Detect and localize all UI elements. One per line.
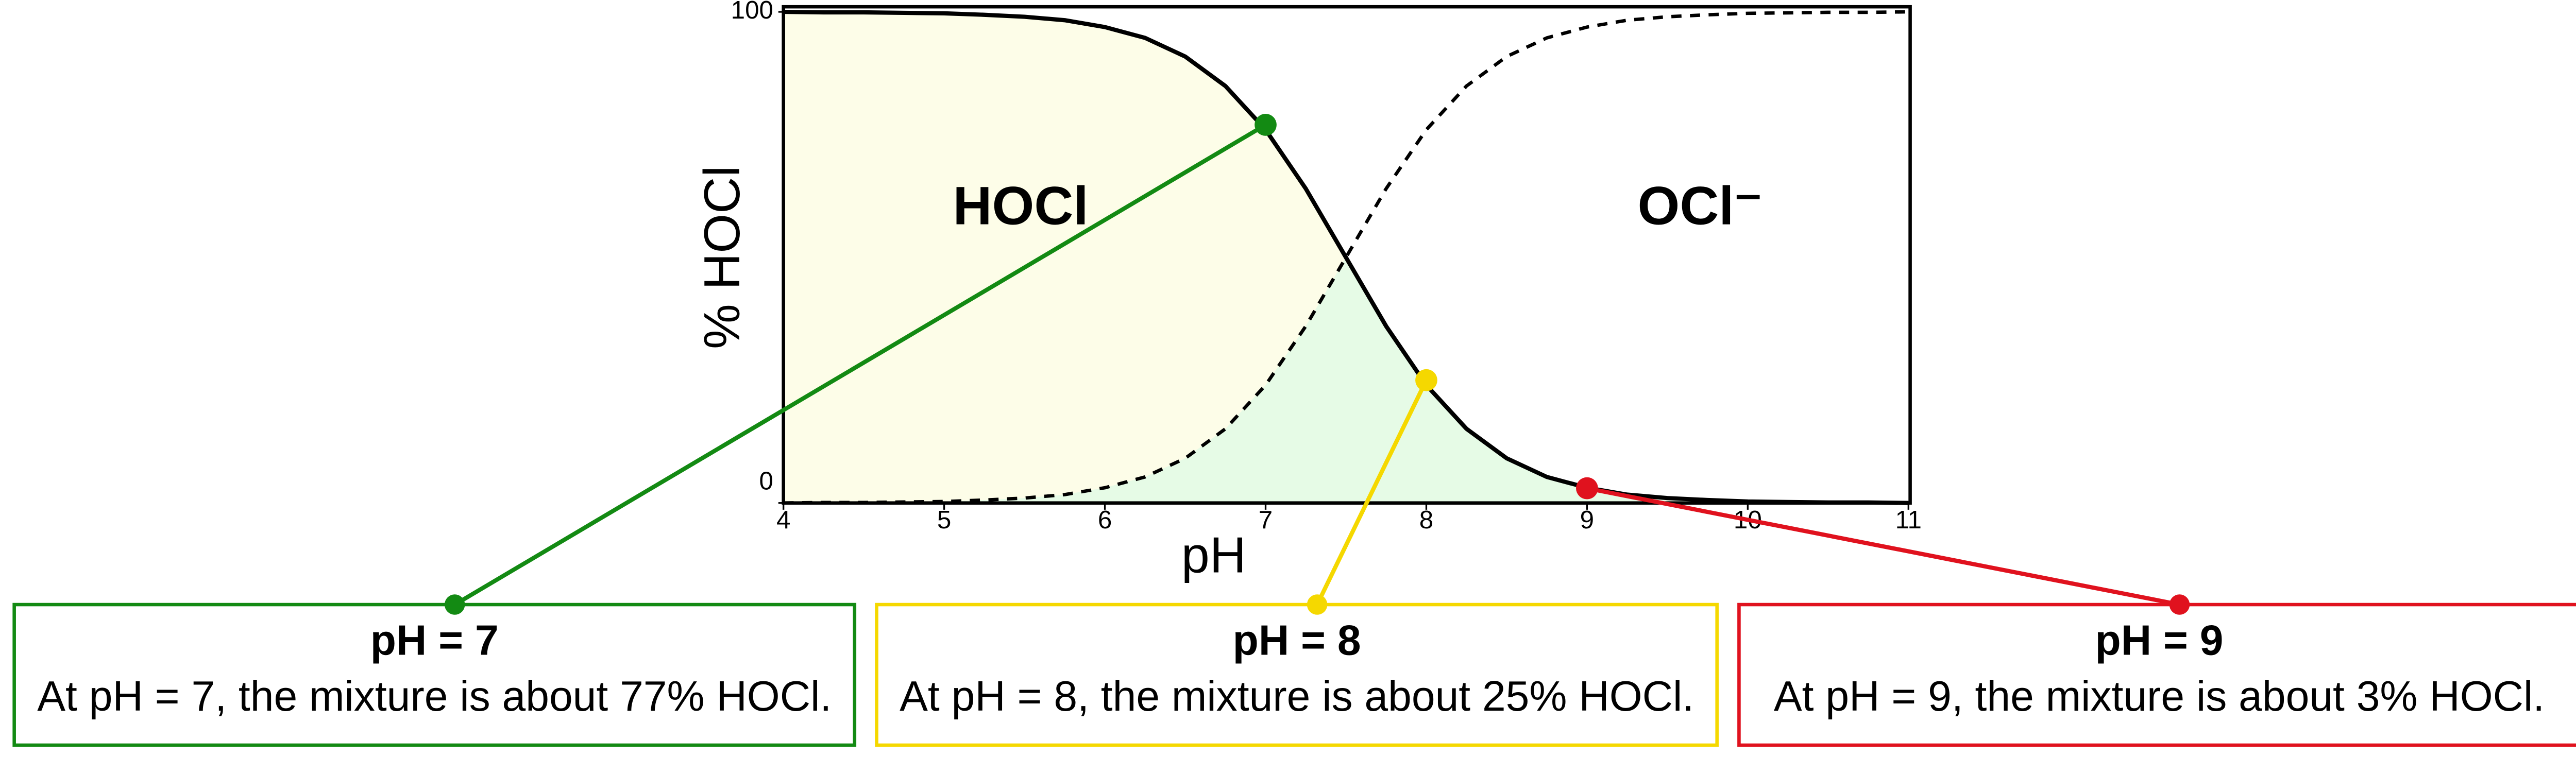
region-label: HOCl — [953, 176, 1089, 236]
x-tick-label: 4 — [776, 506, 790, 534]
x-tick-label: 11 — [1895, 506, 1922, 534]
x-tick-label: 9 — [1580, 506, 1594, 534]
annotation-text: At pH = 9, the mixture is about 3% HOCl. — [1774, 673, 2545, 720]
x-tick-label: 6 — [1098, 506, 1112, 534]
y-tick-label: 0 — [759, 467, 773, 495]
annotation-text: At pH = 8, the mixture is about 25% HOCl… — [900, 673, 1694, 720]
region-label: OCl⁻ — [1637, 176, 1762, 236]
box-dot — [444, 594, 465, 615]
data-point — [1415, 369, 1437, 391]
y-axis-label: % HOCl — [693, 166, 750, 349]
annotation-title: pH = 8 — [1233, 617, 1361, 664]
connector — [1586, 486, 2180, 607]
x-tick-label: 5 — [937, 506, 951, 534]
connector — [453, 123, 1267, 607]
y-tick-label: 100 — [731, 0, 773, 24]
annotation-box — [12, 603, 857, 747]
x-tick-label: 7 — [1259, 506, 1273, 534]
annotation-title: pH = 9 — [2095, 617, 2224, 664]
annotation-box — [1737, 603, 2576, 747]
plot-frame — [782, 5, 1912, 505]
annotation-box — [875, 603, 1719, 747]
data-point — [1576, 477, 1598, 500]
overlap-area — [783, 257, 1909, 503]
box-dot — [2169, 594, 2190, 615]
x-tick-label: 8 — [1419, 506, 1433, 534]
x-axis-label: pH — [1181, 526, 1246, 583]
box-dot — [1307, 594, 1328, 615]
annotation-title: pH = 7 — [370, 617, 499, 664]
data-point — [1255, 113, 1277, 136]
series-line — [783, 9, 1909, 505]
series-line — [783, 10, 1909, 505]
annotation-text: At pH = 7, the mixture is about 77% HOCl… — [37, 673, 832, 720]
connector — [1315, 379, 1429, 606]
